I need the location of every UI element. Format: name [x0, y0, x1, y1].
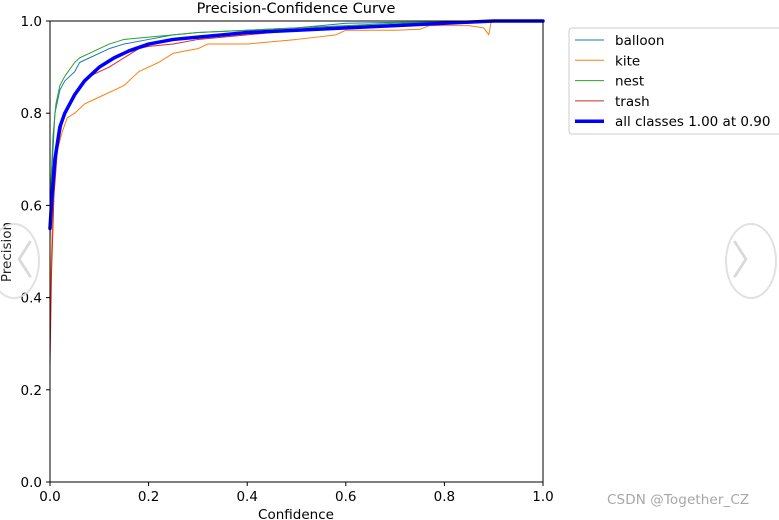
series-line-balloon	[49, 20, 544, 243]
y-axis-ticks: 0.00.20.40.60.81.0	[21, 14, 50, 491]
legend: balloon kite nest trash all classes 1.00 at …	[568, 27, 779, 135]
x-axis-label: Confidence	[258, 507, 334, 520]
x-tick-label: 0.4	[236, 489, 257, 505]
legend-label-all: all classes 1.00 at 0.90	[615, 114, 770, 130]
legend-label-trash: trash	[615, 94, 650, 110]
plot-frame	[49, 20, 544, 483]
legend-label-kite: kite	[615, 53, 640, 69]
chevron-left-icon: 〈	[0, 241, 34, 281]
series-line-nest	[49, 20, 544, 229]
y-tick-label: 1.0	[21, 14, 42, 30]
prev-image-button[interactable]: 〈	[0, 223, 40, 299]
y-tick-label: 0.0	[21, 475, 42, 491]
watermark: CSDN @Together_CZ	[607, 492, 750, 508]
next-image-button[interactable]: 〉	[725, 223, 777, 299]
y-tick-label: 0.8	[21, 106, 42, 122]
legend-label-nest: nest	[615, 74, 644, 90]
chevron-right-icon: 〉	[731, 238, 771, 284]
series-line-all	[48, 19, 545, 231]
series-line-trash	[49, 20, 544, 368]
x-tick-label: 1.0	[532, 489, 553, 505]
x-tick-label: 0.8	[434, 489, 455, 505]
y-tick-label: 0.6	[21, 198, 42, 214]
plot-lines	[48, 19, 545, 368]
y-tick-label: 0.2	[21, 383, 42, 399]
chart-title: Precision-Confidence Curve	[197, 1, 396, 17]
legend-box	[568, 27, 779, 135]
legend-label-balloon: balloon	[615, 33, 664, 49]
series-line-kite	[49, 20, 544, 322]
x-tick-label: 0.0	[39, 489, 60, 505]
x-axis-ticks: 0.0 0.2 0.4 0.6 0.8 1.0	[39, 482, 554, 505]
x-tick-label: 0.6	[335, 489, 356, 505]
x-tick-label: 0.2	[138, 489, 159, 505]
